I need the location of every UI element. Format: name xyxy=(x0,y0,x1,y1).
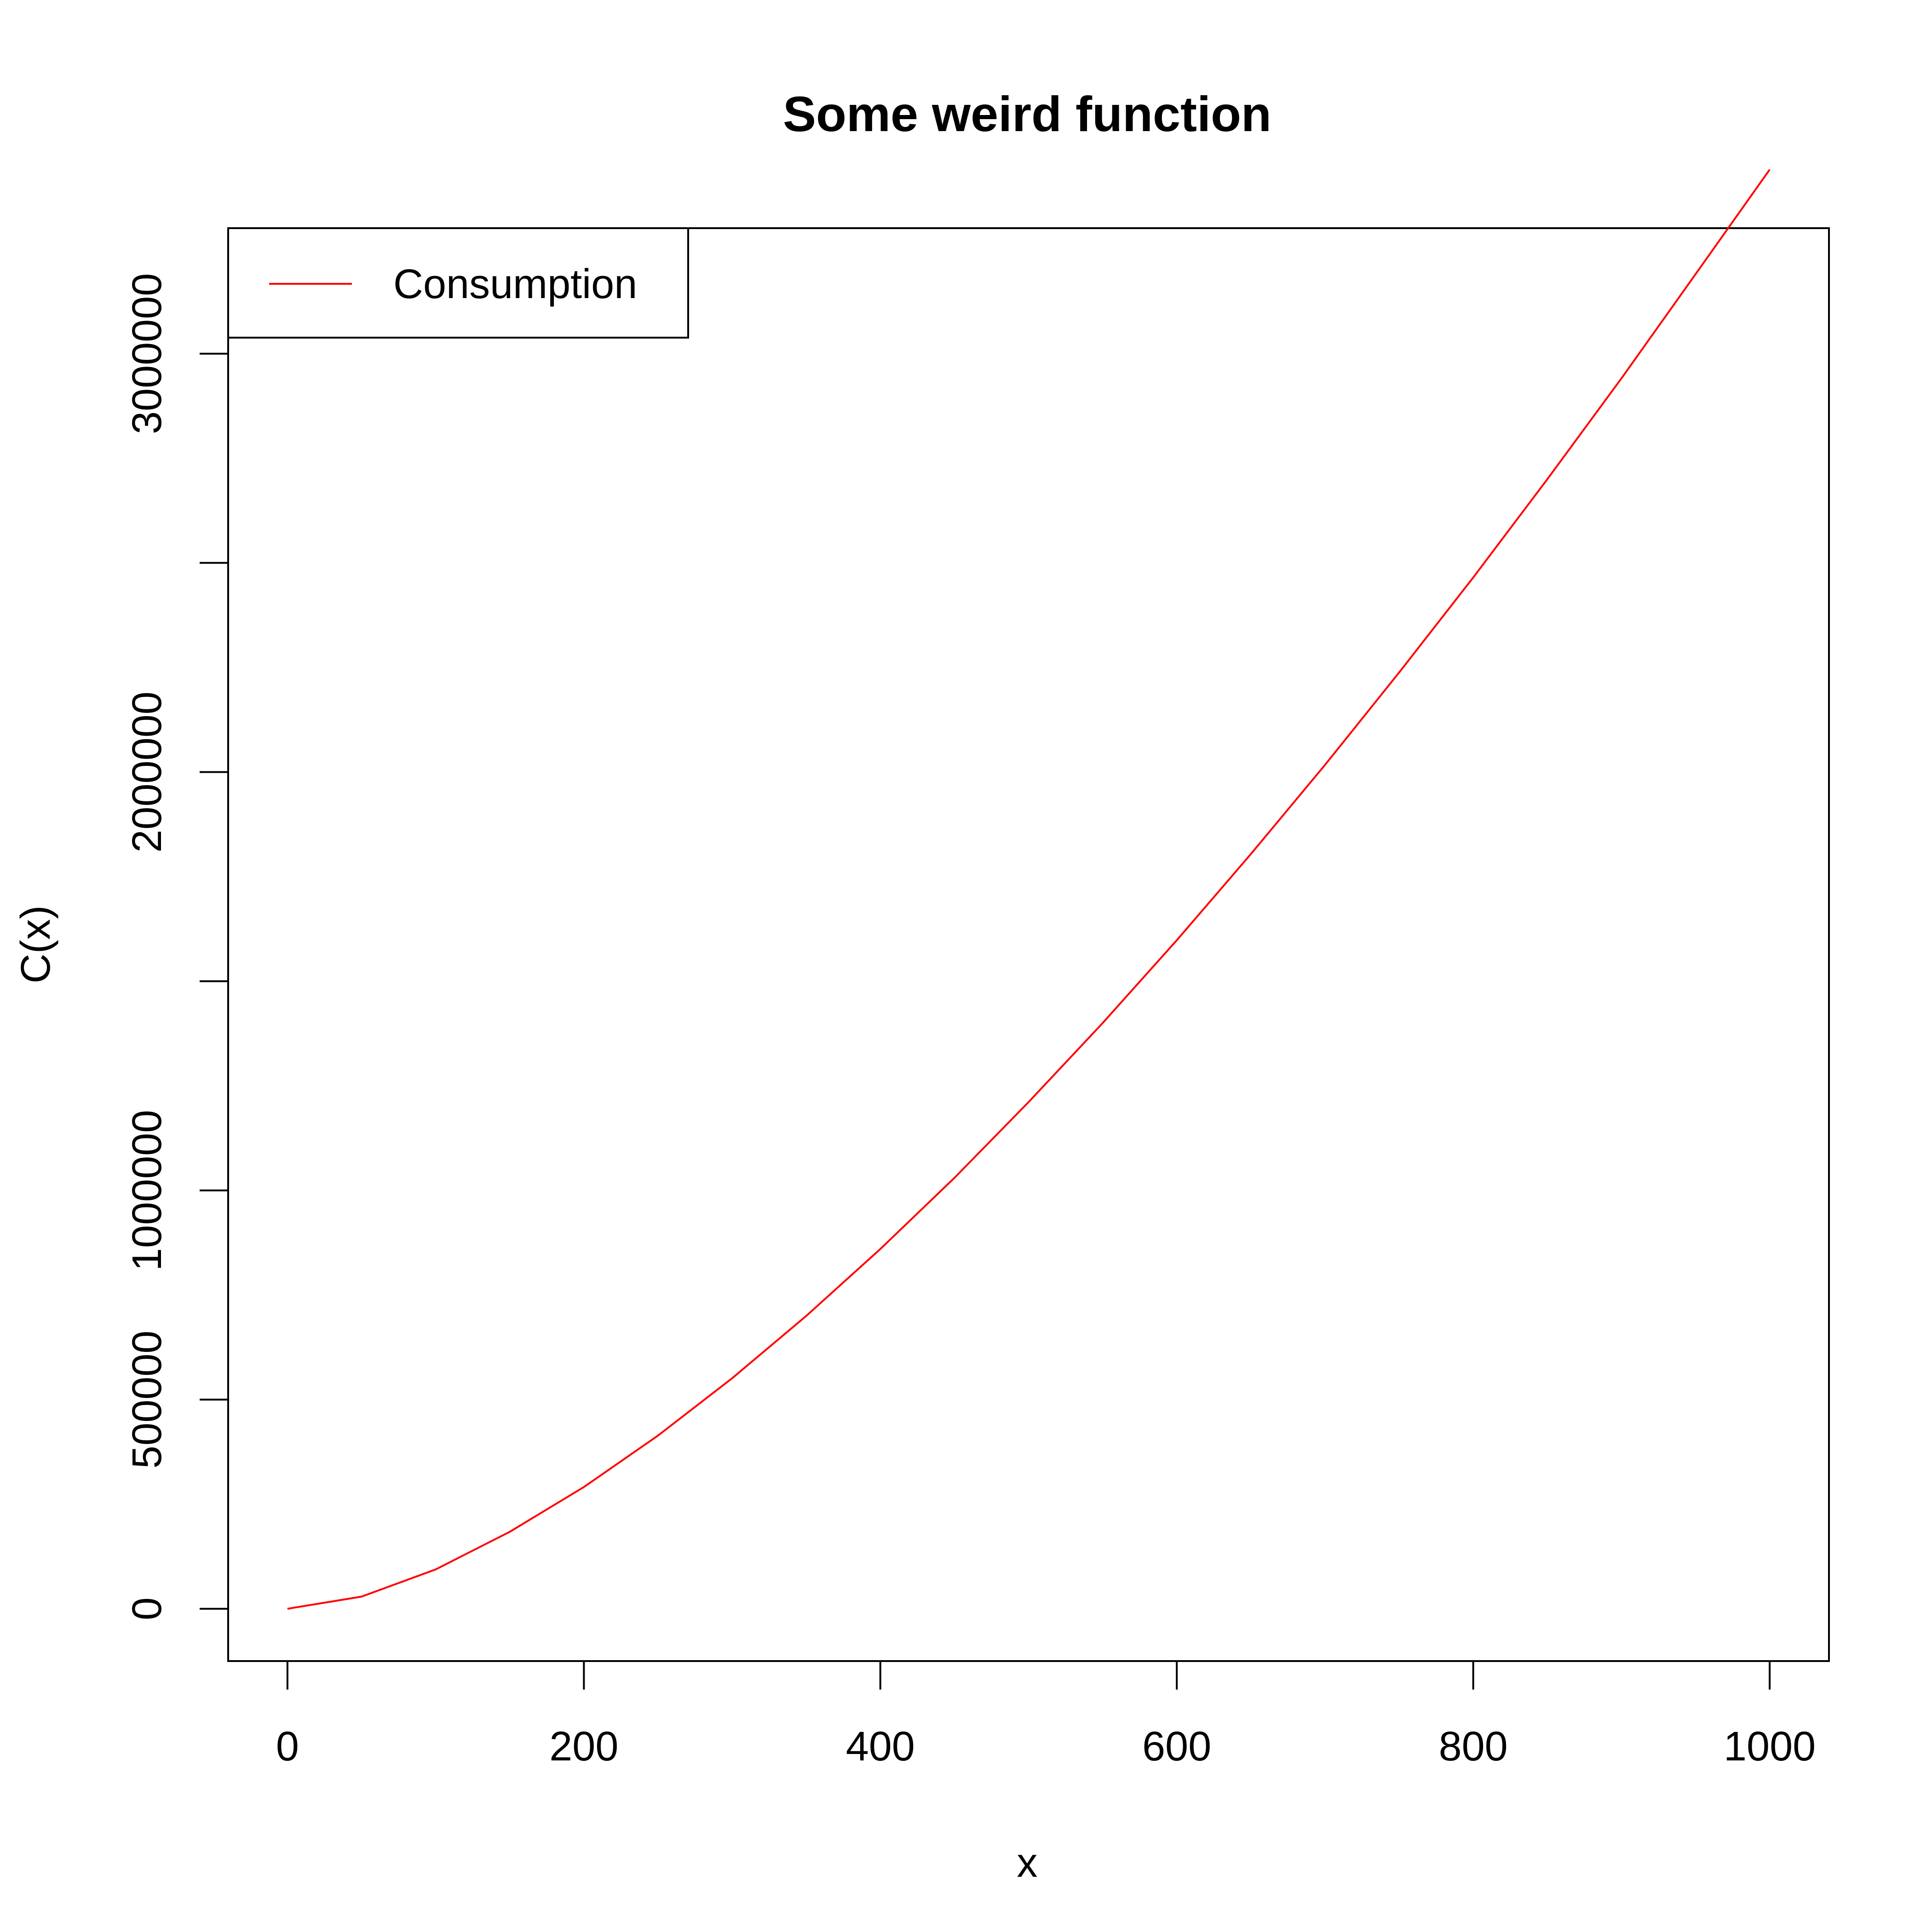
x-tick-label: 1000 xyxy=(1724,1724,1816,1770)
x-axis: 0 200 400 600 800 1000 xyxy=(276,1660,1816,1770)
y-tick-label: 1000000 xyxy=(124,1110,170,1271)
series-line-consumption xyxy=(287,169,1771,1610)
y-tick-label: 2000000 xyxy=(124,691,170,852)
series-layer xyxy=(287,169,1771,1610)
x-tick-label: 600 xyxy=(1142,1724,1211,1770)
y-axis-label: C(x) xyxy=(13,905,59,983)
x-tick-label: 800 xyxy=(1439,1724,1508,1770)
chart-title: Some weird function xyxy=(783,86,1271,142)
y-tick-label: 3000000 xyxy=(124,273,170,434)
y-tick-label: 0 xyxy=(124,1597,170,1620)
x-axis-label: x xyxy=(1017,1840,1038,1886)
y-tick-label: 500000 xyxy=(124,1330,170,1468)
legend: Consumption xyxy=(227,227,689,339)
legend-label-consumption: Consumption xyxy=(393,261,637,307)
y-axis: 0 500000 1000000 2000000 3000000 xyxy=(124,273,229,1620)
x-tick-label: 200 xyxy=(549,1724,618,1770)
x-tick-label: 400 xyxy=(846,1724,915,1770)
x-tick-label: 0 xyxy=(276,1724,299,1770)
